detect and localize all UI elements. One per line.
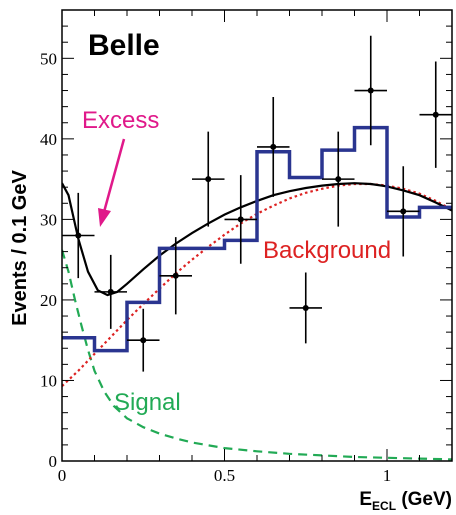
data-point <box>94 254 127 329</box>
y-tick-label: 40 <box>40 130 57 149</box>
total-fit-curve <box>62 182 452 297</box>
data-point <box>192 131 225 227</box>
data-point <box>387 166 420 257</box>
data-point-marker <box>367 87 374 94</box>
data-point-marker <box>302 304 309 311</box>
chart-title: Belle <box>88 29 160 62</box>
x-tick-label: 1 <box>383 466 392 485</box>
data-point <box>257 96 290 197</box>
data-point <box>159 237 192 315</box>
x-axis-label-sub: ECL <box>372 499 396 513</box>
data-point <box>419 61 452 168</box>
data-point <box>127 308 160 372</box>
data-point-marker <box>335 176 342 183</box>
signal-label: Signal <box>114 389 181 416</box>
x-tick-label: 0.5 <box>214 466 235 485</box>
data-point-marker <box>75 232 82 239</box>
excess-arrow <box>98 138 126 227</box>
y-axis-label: Events / 0.1 GeV <box>9 170 31 326</box>
x-axis-label: EECL (GeV) <box>359 489 452 513</box>
data-point-marker <box>107 288 114 295</box>
data-point-marker <box>237 216 244 223</box>
x-tick-label: 0 <box>58 466 67 485</box>
signal-curve <box>62 249 452 461</box>
y-tick-label: 10 <box>40 371 57 390</box>
y-tick-label: 0 <box>49 452 58 471</box>
data-point <box>322 131 355 227</box>
data-point-marker <box>400 208 407 215</box>
data-point-marker <box>205 176 212 183</box>
data-point <box>354 35 387 146</box>
data-point <box>224 175 257 264</box>
data-point-marker <box>270 143 277 150</box>
data-point-marker <box>432 111 439 118</box>
y-tick-label: 50 <box>40 49 57 68</box>
y-tick-label: 30 <box>40 210 57 229</box>
excess-label: Excess <box>82 107 159 134</box>
data-points <box>62 35 452 372</box>
y-tick-label: 20 <box>40 291 57 310</box>
data-point-marker <box>172 272 179 279</box>
data-point <box>289 272 322 344</box>
axes: 0 10 20 30 40 50 0 0.5 1 <box>40 9 453 485</box>
histogram <box>62 125 452 353</box>
x-axis-label-unit: (GeV) <box>396 489 452 510</box>
background-label: Background <box>263 237 391 264</box>
x-axis-label-main: E <box>359 489 372 510</box>
histogram-step <box>62 125 452 353</box>
data-point-marker <box>140 337 147 344</box>
